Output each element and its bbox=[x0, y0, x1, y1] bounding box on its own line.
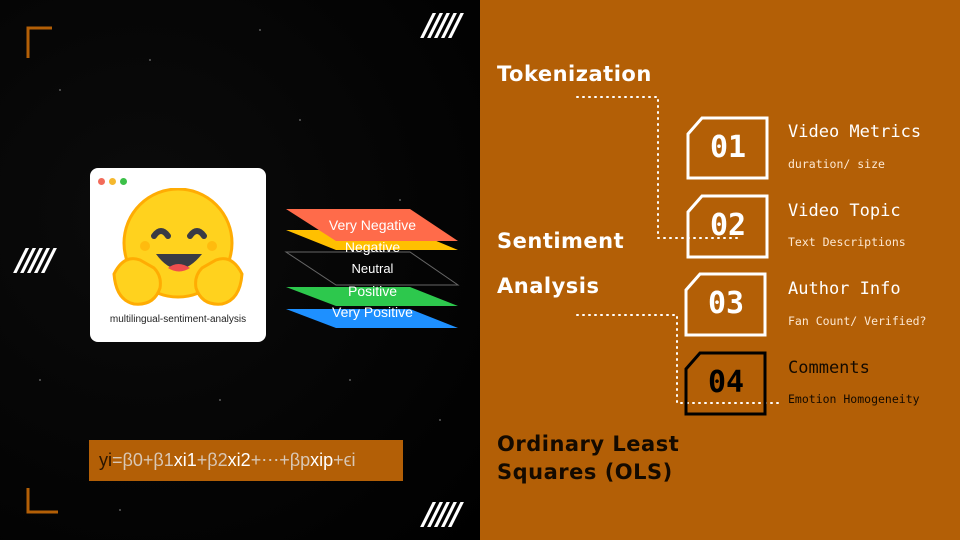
item-subtitle: Text Descriptions bbox=[788, 235, 906, 249]
right-panel bbox=[480, 0, 960, 540]
layer-neutral bbox=[284, 251, 460, 286]
slashes-decor-middle: ///// bbox=[16, 243, 55, 278]
item-number: 02 bbox=[709, 208, 747, 243]
item-number: 01 bbox=[709, 130, 747, 165]
formula-part: +ϵi bbox=[333, 450, 356, 470]
slashes-decor-top: ///// bbox=[423, 8, 462, 43]
heading-tokenization: Tokenization bbox=[497, 62, 652, 86]
label-very-positive: Very Positive bbox=[332, 304, 413, 320]
item-02: 02 bbox=[688, 196, 768, 257]
layer-positive bbox=[286, 287, 458, 306]
model-name-label: multilingual-sentiment-analysis bbox=[109, 314, 247, 325]
hugging-face-icon bbox=[112, 188, 244, 306]
formula-part: xi2 bbox=[227, 450, 251, 470]
decor-layer bbox=[26, 26, 441, 514]
formula-part: xi1 bbox=[173, 450, 197, 470]
item-subtitle: Emotion Homogeneity bbox=[788, 392, 920, 406]
item-title: Video Metrics bbox=[788, 122, 922, 142]
layer-very-positive bbox=[286, 309, 458, 328]
sentiment-layers bbox=[284, 209, 460, 328]
window-dot-green bbox=[120, 178, 127, 185]
corner-bracket-top-left bbox=[26, 26, 52, 58]
item-subtitle: Fan Count/ Verified? bbox=[788, 314, 927, 328]
slashes-decor-bottom: ///// bbox=[423, 497, 462, 532]
number-box-04 bbox=[684, 351, 767, 416]
window-dot-yellow bbox=[109, 178, 116, 185]
formula-part: +⋯+βp bbox=[250, 450, 311, 470]
label-very-negative: Very Negative bbox=[328, 217, 417, 233]
heading-ols-line1: Ordinary Least bbox=[497, 432, 680, 456]
formula-yi: yi bbox=[99, 450, 112, 470]
model-card: multilingual-sentiment-analysis bbox=[90, 168, 266, 342]
label-neutral: Neutral bbox=[351, 261, 394, 276]
window-dot-red bbox=[98, 178, 105, 185]
number-box-01 bbox=[686, 116, 769, 180]
item-04: 04 bbox=[686, 353, 766, 414]
item-03: 03 bbox=[686, 274, 766, 335]
item-title: Author Info bbox=[788, 279, 901, 299]
item-title: Video Topic bbox=[788, 201, 901, 221]
formula-part: +β2 bbox=[196, 450, 228, 470]
corner-bracket-bottom-left bbox=[26, 488, 58, 514]
ols-formula: yi=β0+β1xi1+β2xi2+⋯+βpxip+ϵi bbox=[89, 440, 403, 481]
number-box-02 bbox=[686, 194, 769, 259]
heading-analysis: Analysis bbox=[497, 274, 600, 298]
formula-part: xip bbox=[310, 450, 334, 470]
connector-lines bbox=[576, 96, 781, 416]
layer-very-negative bbox=[286, 209, 458, 241]
item-title: Comments bbox=[788, 358, 870, 378]
formula-part: =β0+β1 bbox=[112, 450, 174, 470]
number-box-03 bbox=[684, 272, 767, 337]
label-negative: Negative bbox=[344, 239, 401, 255]
item-subtitle: duration/ size bbox=[788, 157, 885, 171]
item-01: 01 bbox=[688, 118, 768, 179]
heading-ols-line2: Squares (OLS) bbox=[497, 460, 673, 484]
label-positive: Positive bbox=[347, 283, 398, 299]
heading-sentiment: Sentiment bbox=[497, 229, 625, 253]
item-number: 04 bbox=[707, 365, 745, 400]
item-number: 03 bbox=[707, 286, 745, 321]
